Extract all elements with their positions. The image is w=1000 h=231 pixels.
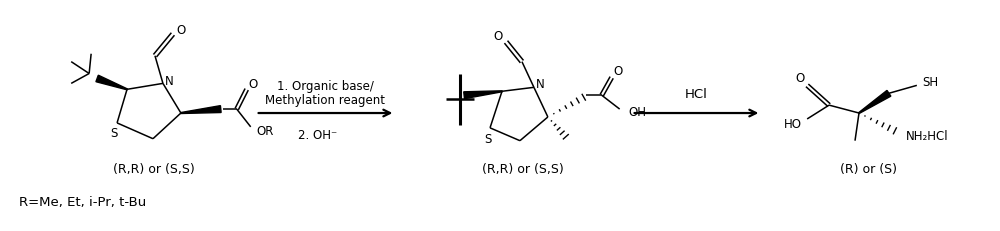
Polygon shape bbox=[181, 106, 221, 114]
Text: HO: HO bbox=[784, 118, 802, 131]
Text: O: O bbox=[796, 72, 805, 85]
Text: O: O bbox=[248, 78, 257, 91]
Text: OR: OR bbox=[256, 125, 273, 138]
Text: O: O bbox=[176, 23, 186, 36]
Text: R=Me, Et, i-Pr, t-Bu: R=Me, Et, i-Pr, t-Bu bbox=[19, 196, 147, 209]
Text: N: N bbox=[536, 78, 544, 91]
Text: Methylation reagent: Methylation reagent bbox=[265, 93, 385, 106]
Text: NH₂HCl: NH₂HCl bbox=[905, 130, 948, 143]
Text: (R,R) or (S,S): (R,R) or (S,S) bbox=[482, 162, 564, 175]
Text: 2. OH⁻: 2. OH⁻ bbox=[298, 129, 337, 142]
Text: HCl: HCl bbox=[685, 87, 708, 100]
Text: SH: SH bbox=[923, 76, 939, 88]
Polygon shape bbox=[859, 91, 891, 114]
Text: S: S bbox=[484, 133, 492, 146]
Polygon shape bbox=[96, 76, 127, 90]
Text: OH: OH bbox=[629, 105, 647, 118]
Text: O: O bbox=[493, 30, 503, 43]
Text: S: S bbox=[110, 127, 118, 140]
Polygon shape bbox=[464, 91, 502, 99]
Text: N: N bbox=[165, 75, 173, 88]
Text: (R) or (S): (R) or (S) bbox=[840, 162, 897, 175]
Text: O: O bbox=[613, 65, 622, 78]
Text: 1. Organic base/: 1. Organic base/ bbox=[277, 79, 374, 92]
Text: (R,R) or (S,S): (R,R) or (S,S) bbox=[113, 162, 195, 175]
